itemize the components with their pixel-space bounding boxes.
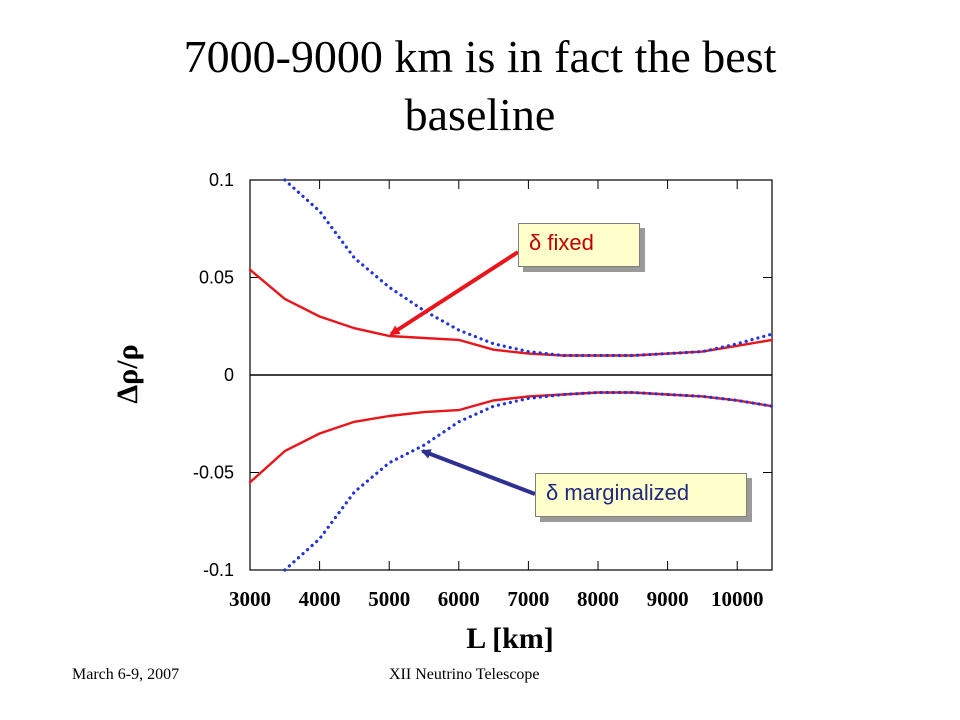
delta-marginalized-arrow [420,449,536,496]
footer-event: XII Neutrino Telescope [389,666,540,683]
y-tick-label: 0 [224,365,234,385]
delta-fixed-curve-1 [248,391,774,484]
delta-marginalized-curve-2 [283,178,774,358]
y-tick-label: -0.1 [203,560,234,580]
delta-marginalized-callout: δ marginalized [535,473,747,517]
y-axis-label: Δρ/ρ [111,344,144,403]
x-tick-label: 10000 [711,587,764,611]
x-tick-label: 4000 [299,587,341,611]
slide-title: 7000-9000 km is in fact the best baselin… [0,28,960,144]
delta-marginalized-curve-3 [283,390,774,572]
x-tick-label: 6000 [438,587,480,611]
x-tick-label: 3000 [229,587,271,611]
delta-fixed-arrow [389,250,520,336]
y-tick-label: 0.05 [199,268,234,288]
x-tick-label: 7000 [507,587,549,611]
x-tick-label: 5000 [368,587,410,611]
x-axis-label: L [km] [466,622,554,655]
footer-date: March 6-9, 2007 [72,666,180,683]
delta-fixed-callout: δ fixed [518,223,640,267]
slide-title-line-2: baseline [404,89,556,140]
y-tick-label: 0.1 [209,170,234,190]
delta-fixed-curve-0 [248,268,774,357]
y-tick-label: -0.05 [193,463,234,483]
slide-title-line-1: 7000-9000 km is in fact the best [183,31,777,82]
x-tick-label: 9000 [647,587,689,611]
x-tick-label: 8000 [577,587,619,611]
